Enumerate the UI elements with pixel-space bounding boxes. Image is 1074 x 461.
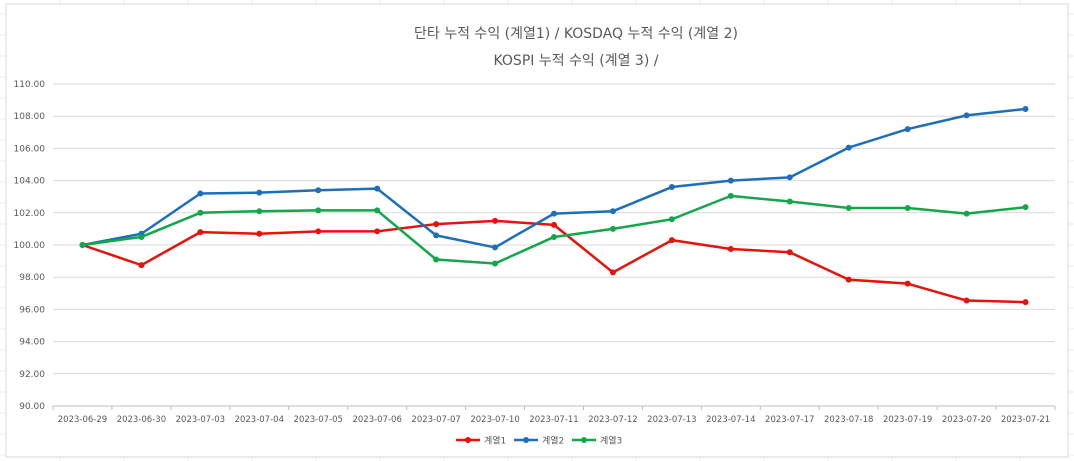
y-tick-label: 100.00 [14, 241, 46, 251]
data-point[interactable] [138, 233, 145, 240]
data-point[interactable] [1022, 204, 1029, 211]
data-point[interactable] [79, 242, 86, 248]
data-point[interactable] [727, 246, 734, 253]
legend-item-2[interactable]: 계열2 [514, 435, 564, 447]
x-tick-label: 2023-06-30 [117, 415, 166, 425]
x-axis: 2023-06-29 2023-06-30 2023-07-03 2023-07-04… [52, 406, 1056, 425]
data-point[interactable] [315, 228, 322, 235]
data-point[interactable] [668, 184, 675, 191]
x-tick-label: 2023-07-21 [1001, 415, 1050, 425]
y-tick-label: 106.00 [14, 144, 46, 154]
data-point[interactable] [904, 280, 911, 287]
legend-item-3[interactable]: 계열3 [572, 435, 622, 447]
data-point[interactable] [904, 126, 911, 133]
data-point[interactable] [609, 208, 616, 215]
y-tick-label: 98.00 [19, 273, 45, 283]
x-tick-label: 2023-06-29 [58, 415, 107, 425]
x-tick-label: 2023-07-07 [411, 415, 460, 425]
data-point[interactable] [1022, 105, 1029, 112]
y-axis: 90.00 92.00 94.00 96.00 98.00 100.00 102.00 104… [14, 80, 46, 412]
data-point[interactable] [138, 262, 145, 269]
data-point[interactable] [197, 209, 204, 216]
legend-swatch-marker [465, 437, 471, 443]
x-tick-label: 2023-07-17 [765, 415, 814, 425]
legend-swatch-marker [581, 437, 587, 443]
x-tick-label: 2023-07-03 [176, 415, 225, 425]
legend: 계열1 계열2 계열3 [456, 435, 622, 447]
series-3[interactable] [79, 192, 1029, 267]
data-point[interactable] [609, 269, 616, 276]
legend-swatch-marker [523, 437, 529, 443]
data-point[interactable] [197, 190, 204, 197]
x-tick-label: 2023-07-11 [529, 415, 578, 425]
x-tick-label: 2023-07-18 [824, 415, 873, 425]
data-point[interactable] [609, 225, 616, 232]
data-point[interactable] [963, 297, 970, 304]
y-tick-label: 108.00 [14, 112, 46, 122]
series-layer [79, 105, 1029, 306]
data-point[interactable] [1022, 299, 1029, 306]
x-tick-label: 2023-07-19 [883, 415, 932, 425]
data-point[interactable] [374, 185, 381, 192]
data-point[interactable] [492, 217, 499, 224]
data-point[interactable] [492, 244, 499, 251]
legend-label: 계열1 [484, 435, 506, 447]
y-tick-label: 104.00 [14, 177, 46, 187]
x-tick-label: 2023-07-12 [588, 415, 637, 425]
legend-label: 계열3 [600, 435, 622, 447]
x-tick-label: 2023-07-04 [235, 415, 284, 425]
data-point[interactable] [256, 189, 263, 196]
data-point[interactable] [315, 207, 322, 214]
data-point[interactable] [727, 177, 734, 184]
x-tick-label: 2023-07-13 [647, 415, 696, 425]
y-tick-label: 94.00 [19, 338, 45, 348]
y-tick-label: 102.00 [14, 209, 46, 219]
data-point[interactable] [551, 221, 557, 228]
data-point[interactable] [786, 174, 793, 181]
x-tick-label: 2023-07-20 [942, 415, 991, 425]
y-tick-label: 110.00 [14, 80, 46, 90]
x-tick-label: 2023-07-06 [352, 415, 401, 425]
data-point[interactable] [551, 233, 557, 240]
chart-title-line-2: KOSPI 누적 수익 (계열 3) / [494, 53, 659, 69]
data-point[interactable] [845, 204, 852, 211]
data-point[interactable] [668, 237, 675, 244]
y-tick-label: 96.00 [19, 305, 45, 315]
data-point[interactable] [845, 144, 852, 151]
data-point[interactable] [256, 208, 263, 215]
x-tick-label: 2023-07-05 [294, 415, 343, 425]
legend-item-1[interactable]: 계열1 [456, 435, 506, 447]
chart-area[interactable] [5, 3, 1069, 458]
horizontal-gridlines [53, 83, 1055, 407]
series-1[interactable] [79, 217, 1029, 306]
data-point[interactable] [786, 198, 793, 205]
x-tick-label: 2023-07-14 [706, 415, 755, 425]
data-point[interactable] [727, 192, 734, 199]
data-point[interactable] [845, 276, 852, 283]
data-point[interactable] [492, 260, 499, 267]
data-point[interactable] [963, 112, 970, 119]
chart-title-line-1: 단타 누적 수익 (계열1) / KOSDAQ 누적 수익 (계열 2) [414, 26, 738, 42]
data-point[interactable] [433, 221, 440, 228]
series-2[interactable] [79, 105, 1029, 251]
y-tick-label: 92.00 [19, 370, 45, 380]
data-point[interactable] [374, 228, 381, 235]
data-point[interactable] [197, 229, 204, 236]
data-point[interactable] [668, 216, 675, 223]
data-point[interactable] [963, 210, 970, 217]
data-point[interactable] [551, 210, 557, 217]
data-point[interactable] [374, 207, 381, 214]
legend-label: 계열2 [542, 435, 564, 447]
data-point[interactable] [433, 232, 440, 239]
data-point[interactable] [433, 256, 440, 263]
data-point[interactable] [256, 230, 263, 237]
x-tick-label: 2023-07-10 [470, 415, 519, 425]
data-point[interactable] [786, 249, 793, 256]
y-tick-label: 90.00 [19, 402, 45, 412]
data-point[interactable] [904, 204, 911, 211]
data-point[interactable] [315, 187, 322, 194]
